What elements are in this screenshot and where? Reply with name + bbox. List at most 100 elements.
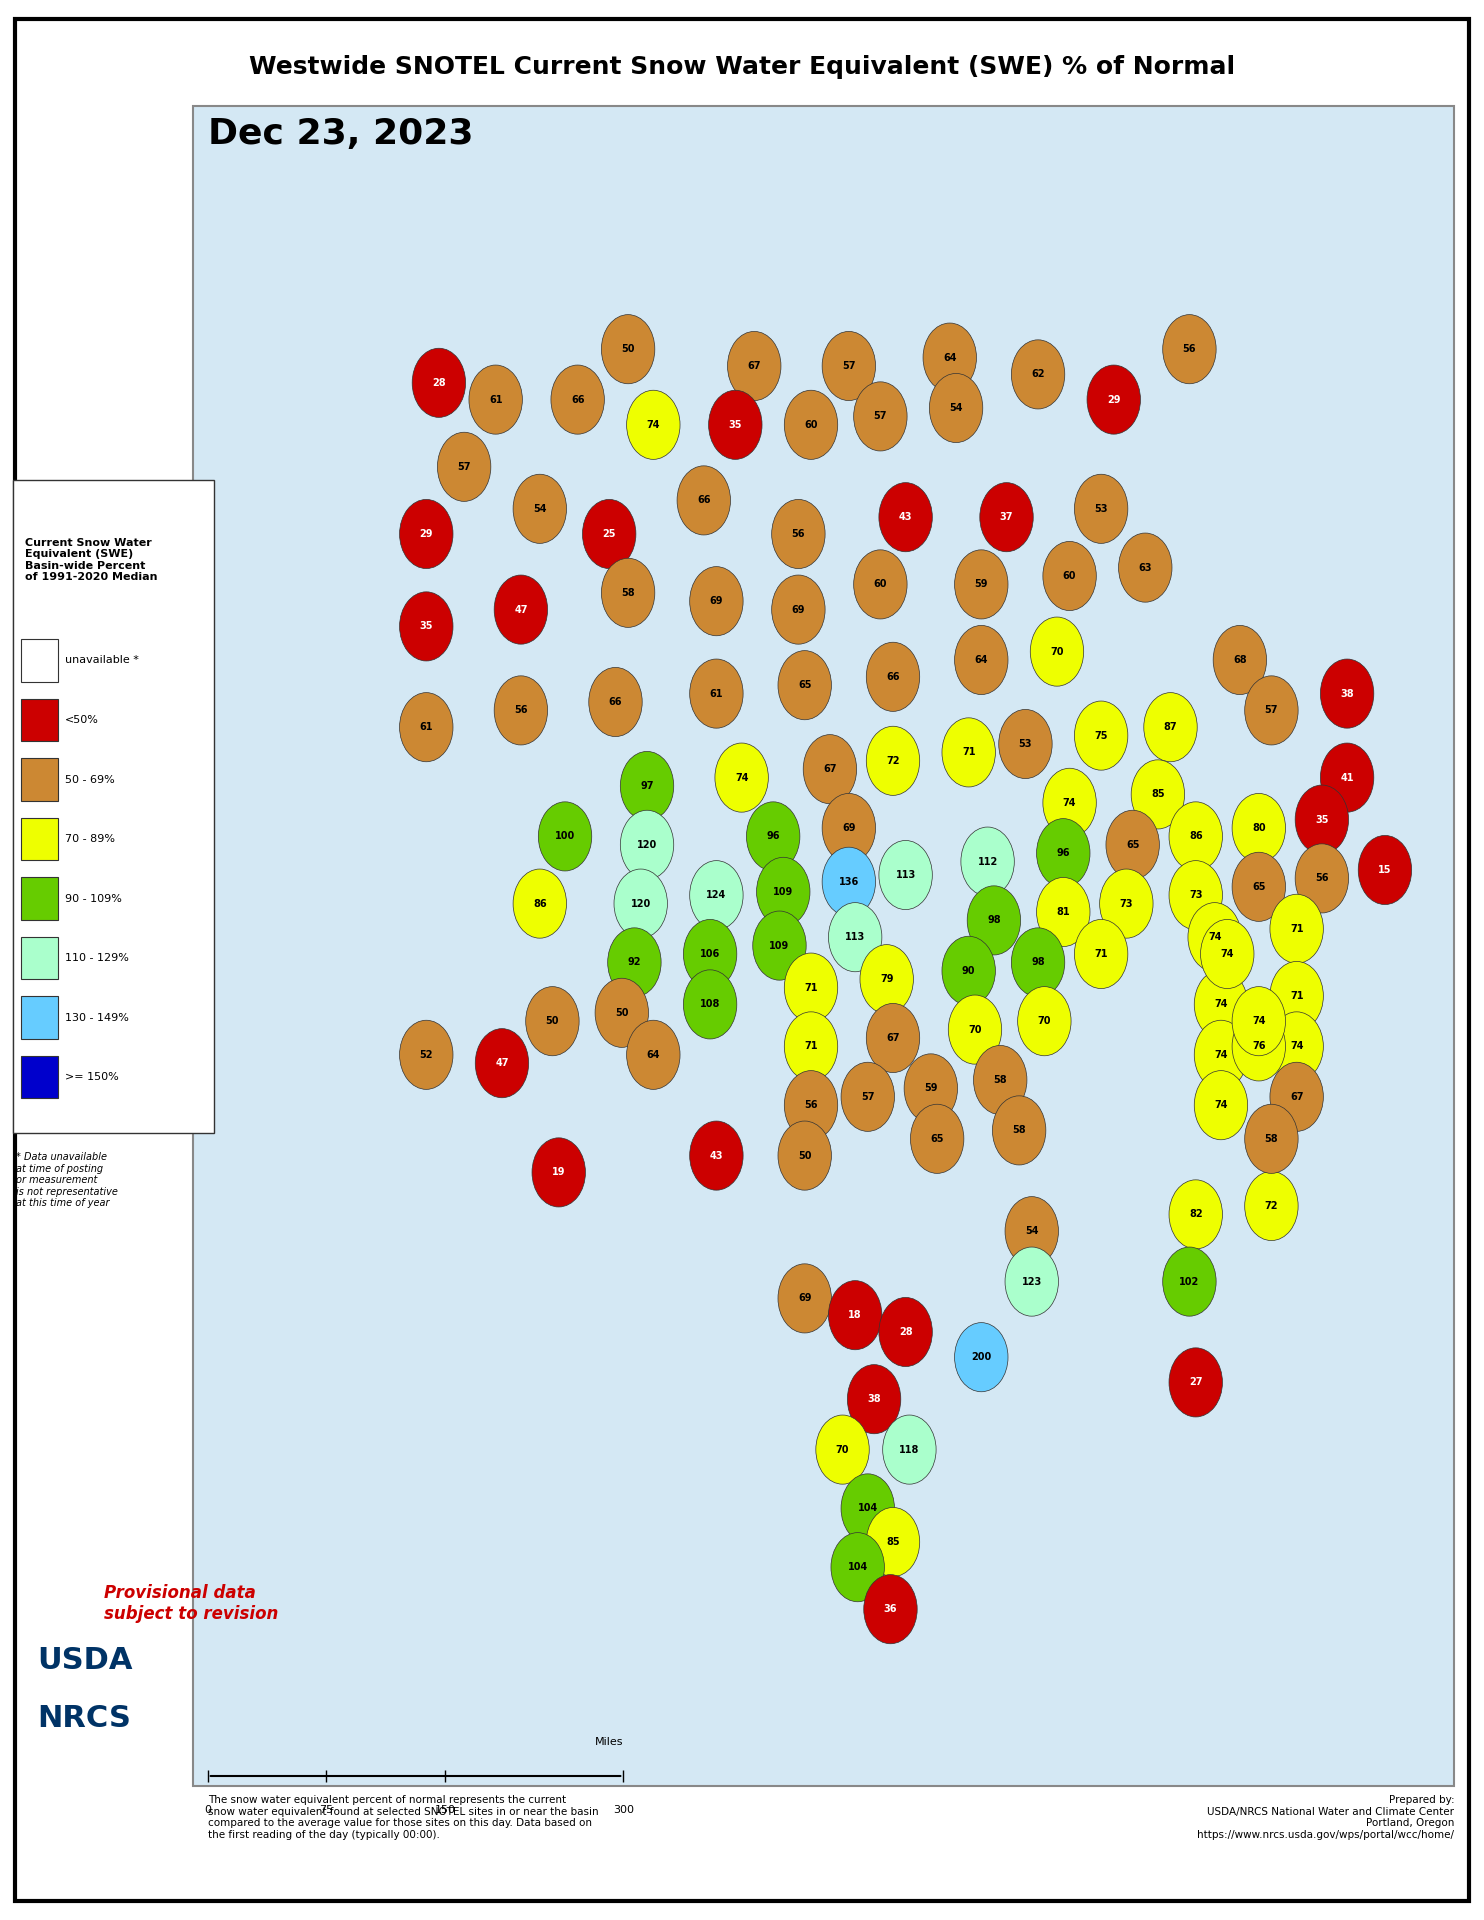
Circle shape bbox=[1030, 616, 1083, 685]
Circle shape bbox=[1321, 659, 1374, 728]
Text: 74: 74 bbox=[735, 772, 748, 783]
Text: 61: 61 bbox=[488, 396, 503, 405]
Circle shape bbox=[911, 1104, 965, 1173]
Circle shape bbox=[942, 937, 996, 1006]
Circle shape bbox=[831, 1532, 884, 1601]
Text: 106: 106 bbox=[700, 948, 720, 958]
Text: 74: 74 bbox=[1220, 948, 1235, 958]
Circle shape bbox=[690, 860, 743, 929]
Circle shape bbox=[589, 668, 643, 737]
Text: 28: 28 bbox=[899, 1327, 913, 1336]
Circle shape bbox=[1018, 987, 1071, 1056]
Circle shape bbox=[1212, 626, 1267, 695]
Text: 35: 35 bbox=[1315, 814, 1328, 824]
Circle shape bbox=[1232, 852, 1285, 922]
Text: 75: 75 bbox=[319, 1805, 334, 1814]
Circle shape bbox=[715, 743, 769, 812]
Text: 71: 71 bbox=[804, 983, 818, 993]
Circle shape bbox=[1106, 810, 1159, 879]
Circle shape bbox=[784, 1012, 837, 1081]
Text: 71: 71 bbox=[1094, 948, 1109, 958]
Circle shape bbox=[1163, 1248, 1217, 1317]
Text: 57: 57 bbox=[1264, 705, 1278, 716]
Text: 64: 64 bbox=[647, 1050, 660, 1060]
Text: 56: 56 bbox=[804, 1100, 818, 1110]
Text: 110 - 129%: 110 - 129% bbox=[65, 952, 129, 964]
Text: 118: 118 bbox=[899, 1444, 920, 1455]
Text: 50 - 69%: 50 - 69% bbox=[65, 774, 116, 785]
Circle shape bbox=[752, 912, 806, 981]
Bar bbox=[21, 1056, 58, 1098]
Circle shape bbox=[690, 566, 743, 636]
Text: 53: 53 bbox=[1094, 503, 1109, 515]
Text: 124: 124 bbox=[706, 891, 727, 900]
Circle shape bbox=[1131, 760, 1184, 829]
Circle shape bbox=[614, 870, 668, 939]
Circle shape bbox=[778, 1263, 831, 1332]
Text: 47: 47 bbox=[496, 1058, 509, 1068]
Circle shape bbox=[513, 474, 567, 543]
Text: 69: 69 bbox=[798, 1294, 812, 1304]
Text: 96: 96 bbox=[766, 831, 781, 841]
Text: 67: 67 bbox=[824, 764, 837, 774]
Text: 58: 58 bbox=[1264, 1135, 1278, 1144]
Text: 28: 28 bbox=[432, 378, 445, 388]
Circle shape bbox=[929, 372, 982, 442]
Text: 59: 59 bbox=[925, 1083, 938, 1092]
Circle shape bbox=[1169, 1179, 1223, 1250]
Circle shape bbox=[1074, 701, 1128, 770]
Bar bbox=[13, 480, 214, 1133]
Circle shape bbox=[551, 365, 604, 434]
Circle shape bbox=[962, 828, 1015, 897]
Text: 108: 108 bbox=[700, 1000, 720, 1010]
Circle shape bbox=[879, 1298, 932, 1367]
Text: 47: 47 bbox=[513, 605, 528, 614]
Circle shape bbox=[1036, 877, 1089, 947]
Text: 70 - 89%: 70 - 89% bbox=[65, 833, 116, 845]
Text: 74: 74 bbox=[1290, 1041, 1303, 1052]
Text: 29: 29 bbox=[420, 530, 433, 540]
Circle shape bbox=[1163, 315, 1217, 384]
Circle shape bbox=[757, 858, 810, 927]
Circle shape bbox=[1100, 870, 1153, 939]
Circle shape bbox=[1036, 818, 1089, 887]
Circle shape bbox=[867, 726, 920, 795]
Circle shape bbox=[709, 390, 763, 459]
Circle shape bbox=[475, 1029, 528, 1098]
Text: 86: 86 bbox=[1189, 831, 1202, 841]
Circle shape bbox=[1270, 962, 1324, 1031]
Text: 65: 65 bbox=[1126, 839, 1140, 851]
Circle shape bbox=[1296, 845, 1349, 914]
Circle shape bbox=[822, 847, 876, 916]
Text: 92: 92 bbox=[628, 958, 641, 968]
Circle shape bbox=[867, 1004, 920, 1073]
Circle shape bbox=[999, 710, 1052, 780]
Text: 300: 300 bbox=[613, 1805, 634, 1814]
Circle shape bbox=[879, 482, 932, 551]
Text: >= 150%: >= 150% bbox=[65, 1071, 119, 1083]
Text: 71: 71 bbox=[804, 1041, 818, 1052]
Text: 18: 18 bbox=[849, 1309, 862, 1321]
Bar bbox=[193, 106, 1454, 1786]
Text: 82: 82 bbox=[1189, 1210, 1202, 1219]
Circle shape bbox=[1195, 970, 1248, 1039]
Text: 130 - 149%: 130 - 149% bbox=[65, 1012, 129, 1023]
Text: 70: 70 bbox=[1037, 1016, 1051, 1025]
Text: 66: 66 bbox=[571, 396, 585, 405]
Circle shape bbox=[828, 902, 881, 972]
Circle shape bbox=[1012, 340, 1066, 409]
Text: 60: 60 bbox=[874, 580, 887, 589]
Circle shape bbox=[683, 970, 736, 1039]
Circle shape bbox=[1169, 803, 1223, 872]
Text: 56: 56 bbox=[513, 705, 528, 716]
Text: 35: 35 bbox=[729, 420, 742, 430]
Text: 27: 27 bbox=[1189, 1377, 1202, 1388]
Bar bbox=[21, 937, 58, 979]
Text: 123: 123 bbox=[1021, 1277, 1042, 1286]
Text: The snow water equivalent percent of normal represents the current
snow water eq: The snow water equivalent percent of nor… bbox=[208, 1795, 598, 1839]
Circle shape bbox=[853, 549, 907, 618]
Circle shape bbox=[1270, 895, 1324, 964]
Circle shape bbox=[1074, 474, 1128, 543]
Text: 73: 73 bbox=[1119, 899, 1134, 908]
Circle shape bbox=[847, 1365, 901, 1434]
